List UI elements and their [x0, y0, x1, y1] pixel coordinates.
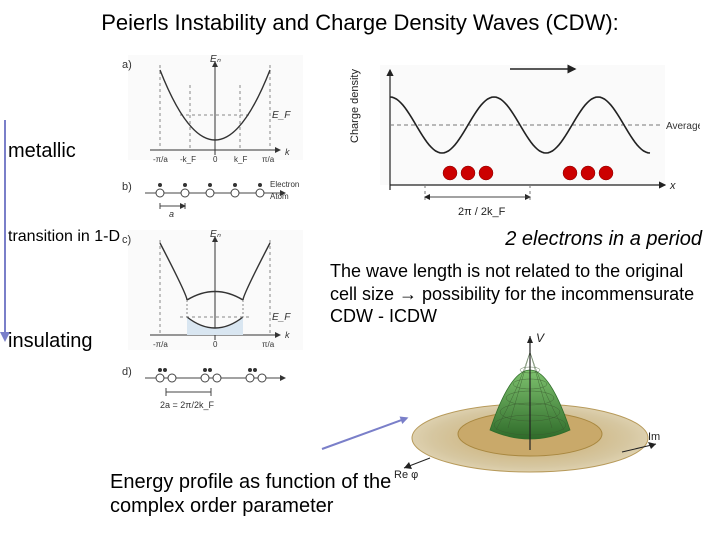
svg-text:k: k	[285, 330, 290, 340]
svg-text:k_F: k_F	[234, 155, 247, 164]
energy-profile-caption: Energy profile as function of the comple…	[110, 470, 410, 518]
svg-text:-π/a: -π/a	[153, 340, 168, 349]
svg-text:Average: Average	[666, 121, 700, 132]
label-electrons-in-period: 2 electrons in a period	[505, 228, 702, 251]
svg-text:d): d)	[122, 366, 132, 378]
mexican-hat-svg: V Re φ Im	[390, 330, 670, 480]
slide-root: Peierls Instability and Charge Density W…	[0, 0, 720, 540]
svg-text:Charge density: Charge density	[349, 69, 361, 143]
label-transition: transition in 1-D	[8, 228, 120, 246]
svg-text:x: x	[669, 180, 676, 192]
slide-title: Peierls Instability and Charge Density W…	[0, 10, 720, 36]
svg-text:0: 0	[213, 155, 218, 164]
svg-text:b): b)	[122, 181, 132, 193]
svg-text:c): c)	[122, 234, 131, 246]
band-diagram: a) Eₙ E_F -π/a -k_F 0 k_F π	[120, 50, 310, 455]
cdw-diagram: Charge density x Average 2π / 2k_F	[340, 55, 700, 220]
cdw-svg: Charge density x Average 2π / 2k_F	[340, 55, 700, 220]
wavelength-note: The wave length is not related to the or…	[330, 260, 700, 328]
label-insulating: insulating	[8, 330, 93, 353]
svg-text:a): a)	[122, 59, 132, 71]
svg-text:Atom: Atom	[270, 192, 289, 201]
svg-text:Eₙ: Eₙ	[210, 54, 222, 65]
svg-text:0: 0	[213, 340, 218, 349]
svg-text:V: V	[536, 331, 545, 345]
svg-text:a: a	[169, 209, 174, 219]
svg-text:Electron: Electron	[270, 180, 299, 189]
svg-text:E_F: E_F	[272, 312, 291, 323]
transition-arrow	[4, 120, 6, 340]
svg-text:-π/a: -π/a	[153, 155, 168, 164]
svg-text:2π / 2k_F: 2π / 2k_F	[458, 206, 506, 218]
svg-text:2a = 2π/2k_F: 2a = 2π/2k_F	[160, 400, 214, 410]
svg-text:k: k	[285, 147, 290, 157]
label-metallic: metallic	[8, 140, 76, 163]
svg-text:E_F: E_F	[272, 110, 291, 121]
svg-text:Eₙ: Eₙ	[210, 229, 222, 240]
svg-text:Im: Im	[648, 431, 660, 443]
svg-text:π/a: π/a	[262, 340, 275, 349]
svg-text:-k_F: -k_F	[180, 155, 196, 164]
svg-text:Re φ: Re φ	[394, 469, 418, 480]
band-diagram-svg: a) Eₙ E_F -π/a -k_F 0 k_F π	[120, 50, 310, 455]
svg-text:π/a: π/a	[262, 155, 275, 164]
mexican-hat: V Re φ Im	[390, 330, 670, 480]
